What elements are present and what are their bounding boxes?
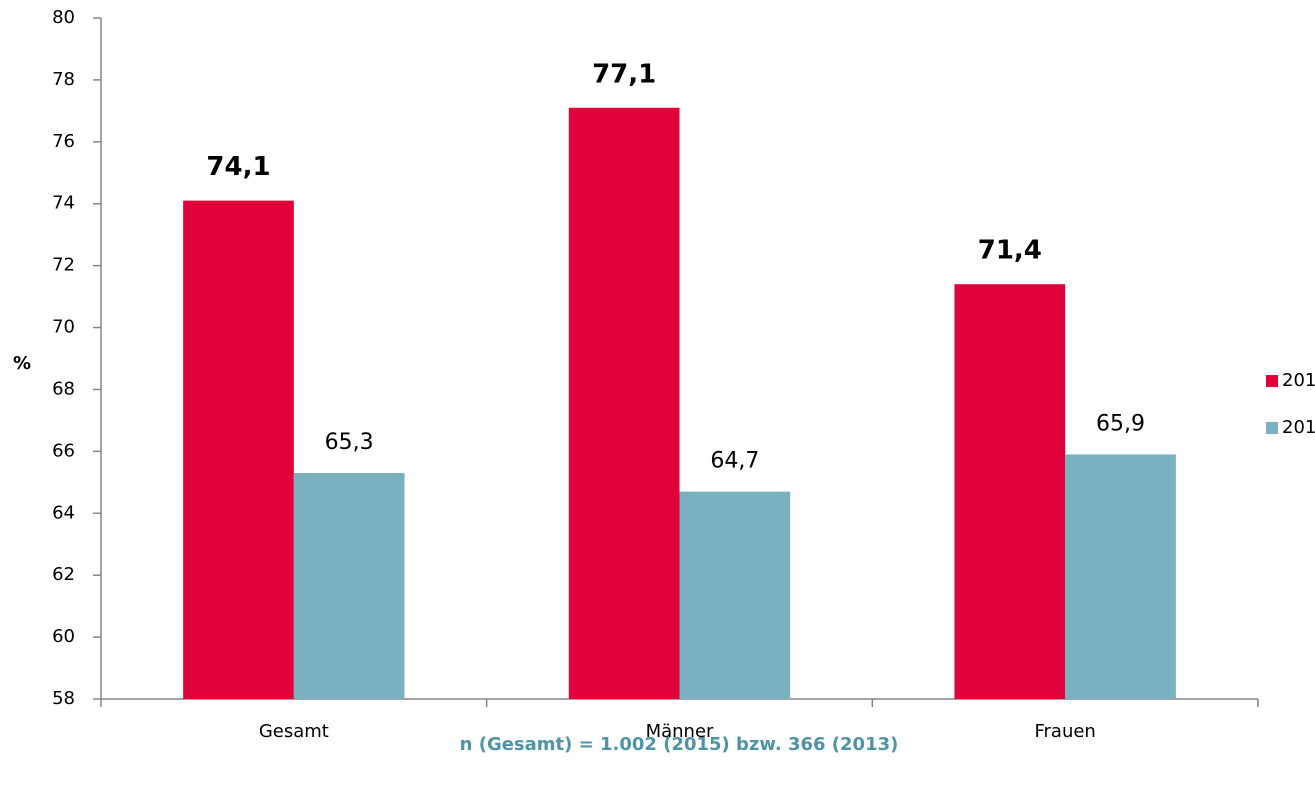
legend-label: 2015 [1282, 370, 1315, 391]
x-tick-label: Gesamt [259, 721, 329, 742]
legend-label: 2013 [1282, 417, 1315, 438]
x-tick-label: Männer [646, 721, 714, 742]
x-tick-label: Frauen [1034, 721, 1095, 742]
y-tick-label: 66 [52, 440, 75, 461]
y-tick-label: 72 [52, 255, 75, 276]
y-tick-label: 68 [52, 378, 75, 399]
y-tick-label: 60 [52, 626, 75, 647]
y-tick-label: 62 [52, 564, 75, 585]
value-label: 74,1 [206, 152, 270, 182]
y-tick-label: 80 [52, 7, 75, 28]
y-tick-label: 74 [52, 193, 75, 214]
y-axis-label: % [13, 353, 31, 374]
value-label: 65,9 [1096, 411, 1145, 436]
value-label: 64,7 [710, 449, 759, 474]
bar [954, 284, 1066, 699]
y-tick-label: 78 [52, 69, 75, 90]
bar [293, 473, 405, 699]
y-tick-label: 76 [52, 131, 75, 152]
y-tick-label: 58 [52, 688, 75, 709]
y-tick-label: 70 [52, 317, 75, 338]
legend-swatch [1266, 422, 1278, 434]
bar [1065, 454, 1176, 699]
legend-swatch [1266, 375, 1278, 387]
bar [679, 491, 791, 699]
bar [183, 200, 294, 699]
value-label: 71,4 [978, 236, 1042, 266]
x-axis-label: n (Gesamt) = 1.002 (2015) bzw. 366 (2013… [460, 734, 899, 755]
value-label: 65,3 [325, 430, 374, 455]
value-label: 77,1 [592, 59, 656, 89]
bar [568, 107, 680, 699]
y-tick-label: 64 [52, 502, 75, 523]
